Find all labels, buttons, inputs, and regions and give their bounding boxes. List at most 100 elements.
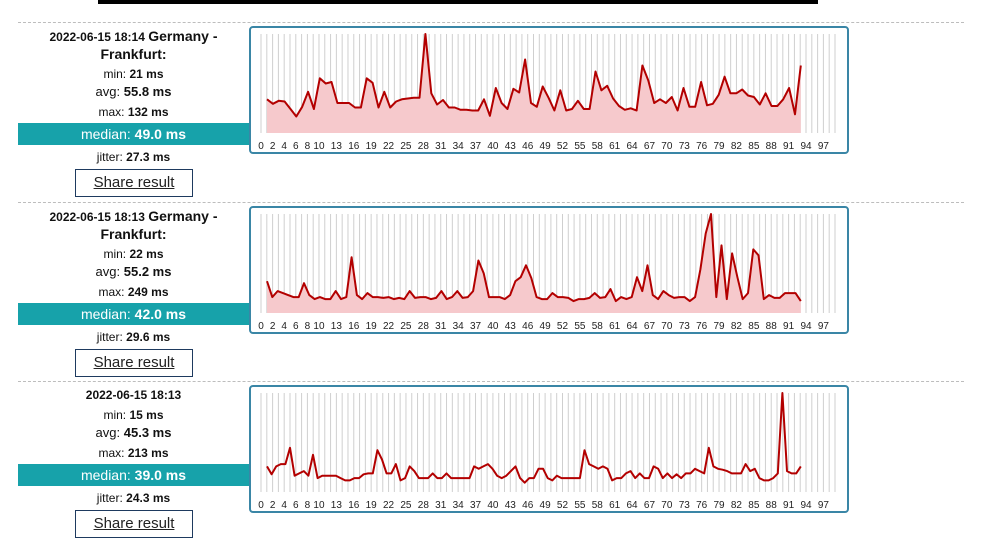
stat-jitter-label: jitter: [96, 150, 123, 164]
stat-min: min: 15 ms [18, 407, 249, 423]
median-value: 49.0 ms [134, 126, 187, 142]
x-tick-label: 2 [270, 321, 276, 332]
stat-min-label: min: [103, 247, 127, 261]
result-timestamp: 2022-06-15 18:14 Germany - Frankfurt: [18, 28, 249, 64]
x-tick-label: 2 [270, 500, 276, 511]
x-tick-label: 6 [293, 141, 299, 152]
x-tick-label: 70 [661, 500, 673, 511]
x-tick-label: 79 [713, 141, 725, 152]
latency-chart: 0 2 4 6 8 10 13 16 19 22 25 28 31 34 37 40 43 46 49 52 55 58 6… [249, 206, 849, 334]
x-tick-label: 0 [258, 141, 264, 152]
share-result-button[interactable]: Share result [75, 510, 193, 538]
latency-line [266, 392, 802, 484]
x-tick-label: 10 [313, 500, 325, 511]
x-tick-label: 61 [609, 141, 621, 152]
server-location: Germany - Frankfurt: [100, 208, 218, 242]
x-tick-label: 25 [400, 141, 412, 152]
median-bar: median: 42.0 ms [18, 303, 249, 325]
x-tick-label: 85 [748, 321, 760, 332]
median-bar: median: 49.0 ms [18, 123, 249, 145]
x-tick-label: 13 [331, 500, 343, 511]
x-tick-label: 6 [293, 321, 299, 332]
x-tick-label: 34 [453, 500, 465, 511]
stat-jitter-label: jitter: [96, 491, 123, 505]
x-tick-label: 8 [305, 500, 311, 511]
x-tick-label: 43 [505, 141, 517, 152]
x-tick-label: 64 [627, 141, 639, 152]
x-tick-label: 79 [713, 321, 725, 332]
x-tick-label: 64 [627, 321, 639, 332]
x-tick-label: 97 [818, 500, 830, 511]
stat-avg-value: 55.2 ms [123, 264, 172, 279]
x-tick-label: 19 [366, 321, 378, 332]
x-tick-label: 73 [679, 500, 691, 511]
result-separator [18, 22, 964, 23]
top-bar [98, 0, 818, 4]
x-tick-label: 67 [644, 321, 656, 332]
x-tick-label: 49 [540, 141, 552, 152]
x-tick-label: 25 [400, 500, 412, 511]
x-tick-label: 94 [800, 500, 812, 511]
latency-chart-svg: 0 2 4 6 8 10 13 16 19 22 25 28 31 34 37 40 43 46 49 52 55 58 6… [258, 213, 836, 332]
result-info-panel: 2022-06-15 18:13 min: 15 ms avg: 45.3 ms ma… [18, 387, 249, 557]
median-value: 39.0 ms [134, 467, 187, 483]
x-tick-label: 28 [418, 500, 430, 511]
stat-jitter-label: jitter: [96, 330, 123, 344]
timestamp-text: 2022-06-15 18:14 [49, 30, 145, 44]
x-tick-label: 61 [609, 321, 621, 332]
server-location: Germany - Frankfurt: [100, 28, 218, 62]
stat-avg: avg: 45.3 ms [18, 425, 249, 441]
x-tick-label: 94 [800, 321, 812, 332]
x-tick-label: 67 [644, 141, 656, 152]
x-tick-label: 4 [281, 141, 287, 152]
x-tick-label: 13 [331, 141, 343, 152]
x-tick-label: 73 [679, 141, 691, 152]
x-tick-label: 82 [731, 321, 743, 332]
x-tick-label: 40 [487, 500, 499, 511]
x-tick-label: 0 [258, 321, 264, 332]
x-tick-label: 49 [540, 500, 552, 511]
x-tick-label: 28 [418, 141, 430, 152]
x-tick-label: 58 [592, 141, 604, 152]
stat-min-label: min: [103, 67, 127, 81]
x-tick-label: 91 [783, 141, 795, 152]
stat-avg-value: 45.3 ms [123, 425, 172, 440]
x-tick-label: 58 [592, 321, 604, 332]
stat-min-value: 22 ms [129, 247, 164, 261]
x-tick-label: 88 [766, 321, 778, 332]
stat-min: min: 22 ms [18, 246, 249, 262]
stat-min: min: 21 ms [18, 66, 249, 82]
latency-chart-svg: 0 2 4 6 8 10 13 16 19 22 25 28 31 34 37 40 43 46 49 52 55 58 6… [258, 392, 836, 511]
x-tick-label: 55 [574, 500, 586, 511]
share-result-button[interactable]: Share result [75, 349, 193, 377]
x-tick-label: 37 [470, 500, 482, 511]
latency-area [267, 34, 801, 133]
x-tick-label: 10 [313, 141, 325, 152]
x-tick-label: 97 [818, 321, 830, 332]
x-tick-label: 55 [574, 141, 586, 152]
x-tick-label: 46 [522, 141, 534, 152]
x-tick-label: 25 [400, 321, 412, 332]
stat-max-label: max: [98, 446, 125, 460]
stat-min-value: 15 ms [129, 408, 164, 422]
stat-avg: avg: 55.2 ms [18, 264, 249, 280]
x-tick-label: 52 [557, 141, 569, 152]
x-tick-label: 19 [366, 500, 378, 511]
x-tick-label: 0 [258, 500, 264, 511]
stat-max-label: max: [98, 285, 125, 299]
result-separator [18, 381, 964, 382]
x-tick-label: 64 [627, 500, 639, 511]
stat-max-value: 132 ms [127, 105, 169, 119]
x-tick-label: 91 [783, 321, 795, 332]
share-result-button[interactable]: Share result [75, 169, 193, 197]
x-tick-label: 52 [557, 500, 569, 511]
stat-avg-label: avg: [95, 84, 121, 99]
x-tick-label: 6 [293, 500, 299, 511]
x-tick-label: 4 [281, 321, 287, 332]
median-label: median: [80, 126, 131, 142]
x-tick-label: 88 [766, 141, 778, 152]
x-tick-label: 97 [818, 141, 830, 152]
x-tick-label: 82 [731, 141, 743, 152]
latency-chart: 0 2 4 6 8 10 13 16 19 22 25 28 31 34 37 40 43 46 49 52 55 58 6… [249, 385, 849, 513]
x-tick-label: 4 [281, 500, 287, 511]
